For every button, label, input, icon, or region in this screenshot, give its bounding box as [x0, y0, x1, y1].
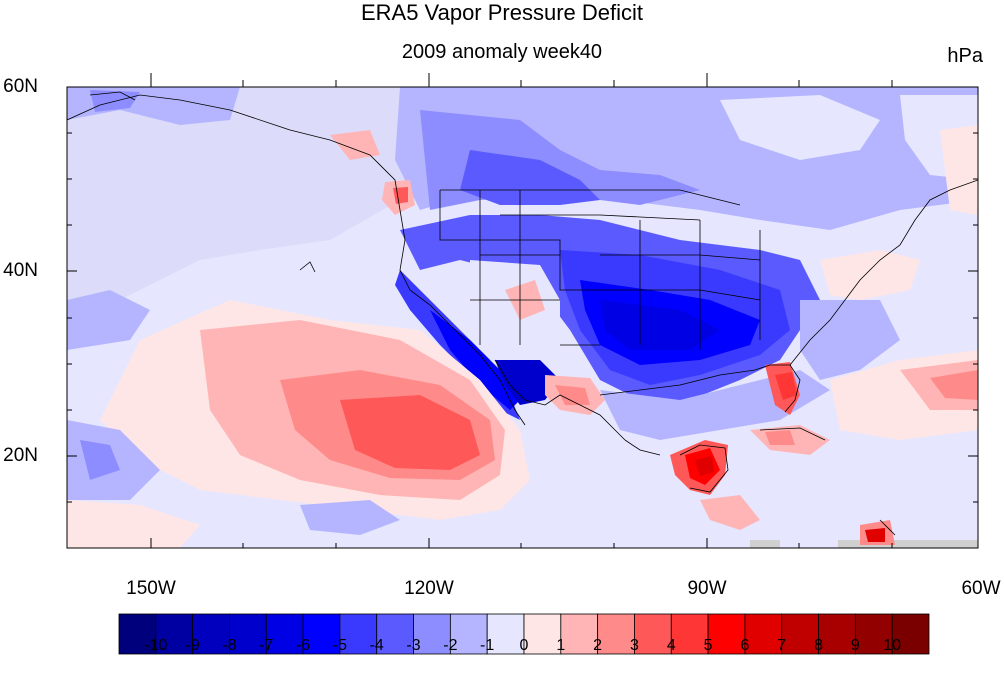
anomaly-field: [67, 87, 978, 548]
lat-label-20n: 20N: [3, 445, 38, 466]
colorbar-label: -10: [144, 637, 168, 654]
colorbar-box: [229, 613, 267, 655]
colorbar-box: [781, 613, 819, 655]
colorbar-box: [854, 613, 893, 655]
colorbar-label: 7: [777, 637, 787, 654]
colorbar-box: [265, 613, 304, 655]
lat-label-60n: 60N: [3, 76, 38, 97]
colorbar-label: 4: [666, 637, 676, 654]
colorbar-label: 9: [850, 637, 860, 654]
lon-label-120w: 120W: [404, 578, 454, 599]
colorbar-box: [744, 613, 783, 655]
lat-label-40n: 40N: [3, 260, 38, 281]
colorbar-label: 0: [519, 637, 529, 654]
colorbar-box: [486, 613, 525, 655]
tick-marks: [67, 73, 978, 548]
coastlines: [67, 91, 978, 536]
lon-label-60w: 60W: [961, 578, 1001, 599]
colorbar-label: -2: [443, 637, 458, 654]
colorbar-box: [449, 613, 488, 655]
colorbar-box: [302, 613, 341, 655]
colorbar-box: [192, 613, 230, 655]
missing-data: [750, 540, 780, 548]
colorbar-box: [818, 613, 856, 655]
colorbar-label: -1: [480, 637, 495, 654]
colorbar-label: 1: [556, 637, 566, 654]
colorbar-box: [634, 613, 672, 655]
colorbar-box: [376, 613, 414, 655]
colorbar-label: -5: [332, 637, 348, 654]
colorbar-label: 10: [883, 637, 902, 654]
colorbar-label: -4: [369, 637, 384, 654]
colorbar-box: [707, 613, 746, 655]
colorbar-label: -6: [295, 637, 311, 654]
colorbar-box: [155, 613, 194, 655]
colorbar-label: 5: [703, 637, 713, 654]
missing-data: [838, 540, 978, 548]
colorbar-label: -7: [259, 637, 274, 654]
figure-subtitle: 2009 anomaly week40: [401, 41, 603, 63]
colorbar-box: [560, 613, 599, 655]
lon-label-150w: 150W: [126, 578, 176, 599]
colorbar-label: -3: [406, 637, 421, 654]
colorbar-label: 3: [630, 637, 639, 654]
figure-title: ERA5 Vapor Pressure Deficit: [360, 0, 644, 25]
colorbar-label: 6: [740, 637, 750, 654]
colorbar-box: [339, 613, 378, 655]
colorbar-box: [523, 613, 562, 655]
colorbar-label: 2: [593, 637, 603, 654]
colorbar-box: [670, 613, 709, 655]
colorbar-box: [891, 613, 930, 655]
colorbar: [118, 613, 930, 655]
units-label: hPa: [947, 45, 983, 67]
colorbar-label: 8: [814, 637, 823, 654]
colorbar-box: [118, 613, 157, 655]
colorbar-label: -9: [185, 637, 200, 654]
lon-label-90w: 90W: [687, 578, 727, 599]
colorbar-box: [413, 613, 451, 655]
colorbar-label: -8: [222, 637, 237, 654]
